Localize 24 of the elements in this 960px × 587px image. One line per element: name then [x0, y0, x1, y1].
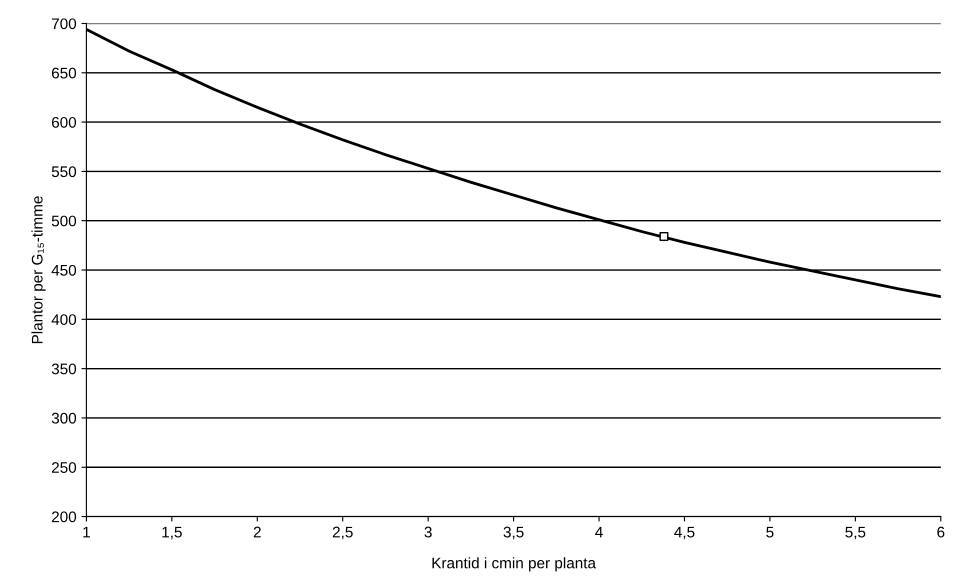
x-tick-label: 3,5 — [504, 526, 524, 540]
x-tick-label: 1 — [83, 526, 90, 538]
y-tick-label: 450 — [52, 264, 76, 276]
y-tick-label: 500 — [52, 216, 76, 226]
x-tick-label: 2,5 — [332, 526, 353, 540]
x-tick-label: 1,5 — [162, 526, 182, 540]
x-tick-label: 5 — [766, 526, 774, 538]
y-tick-label: 650 — [52, 68, 76, 78]
y-tick-label: 300 — [52, 412, 76, 424]
x-tick-label: 2 — [254, 526, 261, 538]
x-axis-title: Krantid i cmin per planta — [432, 557, 596, 572]
y-tick-label: 400 — [52, 314, 76, 326]
y-tick-label: 600 — [52, 116, 76, 128]
y-tick-label: 550 — [52, 166, 76, 178]
y-axis-title: Plantor per G₁₅-timme — [31, 196, 46, 344]
y-tick-label: 700 — [52, 18, 76, 30]
y-tick-label: 250 — [52, 462, 76, 473]
x-tick-label: 3 — [424, 526, 432, 538]
x-tick-label: 4,5 — [674, 526, 694, 540]
x-tick-label: 4 — [595, 526, 603, 538]
x-tick-label: 6 — [937, 526, 944, 538]
y-tick-label: 200 — [52, 511, 76, 522]
y-tick-label: 350 — [52, 364, 76, 374]
x-tick-label: 5,5 — [845, 526, 866, 540]
